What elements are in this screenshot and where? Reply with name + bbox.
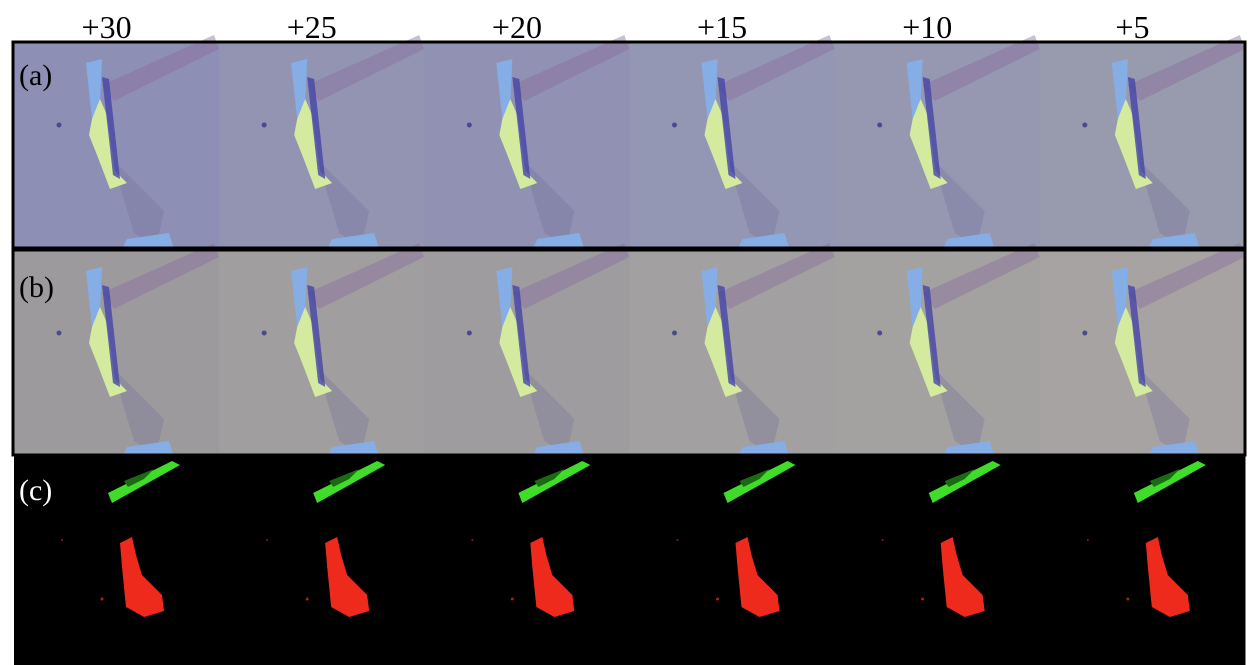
row-label: (a): [19, 59, 52, 92]
column-label: +20: [492, 9, 542, 45]
image-cell: [630, 43, 836, 249]
image-cell: [835, 43, 1041, 249]
image-cell: [1040, 43, 1246, 249]
image-cell: [219, 251, 425, 454]
image-cell: [630, 251, 836, 454]
figure: +30 +25 +20 +15 +10 +5 (a) (b) (c): [0, 0, 1256, 665]
column-label: +25: [287, 9, 337, 45]
image-grid: [13, 35, 1246, 665]
page: +30+25+20+15+10+5(a)(b)(c) (() => { cons…: [0, 0, 1256, 665]
image-cell: [219, 455, 425, 665]
image-cell: [835, 455, 1041, 665]
column-label: +30: [82, 9, 132, 45]
image-cell: [630, 455, 836, 665]
image-cell: [424, 251, 630, 454]
row-label: (c): [19, 474, 52, 507]
column-label: +15: [697, 9, 747, 45]
row-label: (b): [19, 271, 54, 304]
image-cell: [424, 43, 630, 249]
image-cell: [835, 251, 1041, 454]
image-cell: [1040, 251, 1246, 454]
column-label: +5: [1115, 9, 1149, 45]
image-cell: [1040, 455, 1246, 665]
column-label: +10: [902, 9, 952, 45]
image-cell: [219, 43, 425, 249]
image-cell: [424, 455, 630, 665]
